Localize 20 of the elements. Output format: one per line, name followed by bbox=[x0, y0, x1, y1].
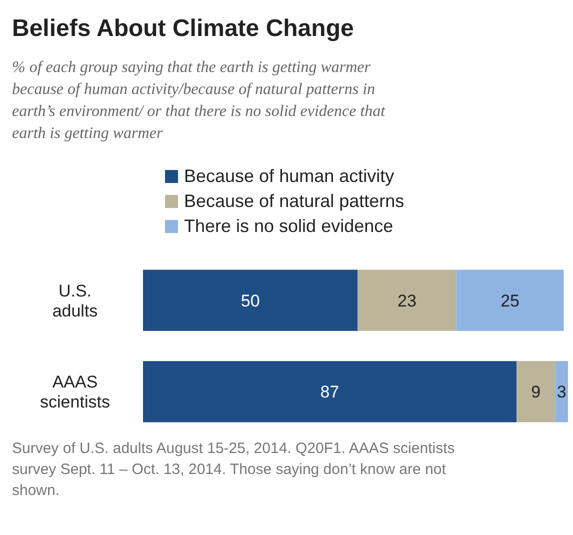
chart-title: Beliefs About Climate Change bbox=[12, 15, 354, 42]
y-tick-label: U.S. adults bbox=[52, 281, 98, 320]
y-tick-label: AAAS scientists bbox=[40, 372, 110, 412]
text: Survey of U.S. adults August 15-25, 2014. Q20F1. AAAS scientists survey Sept. 11 – Oct. 13, 2014. Those saying don’t know are not shown. bbox=[12, 440, 455, 499]
data-label: 50 bbox=[240, 291, 260, 310]
data-label: 87 bbox=[320, 382, 340, 402]
legend-label: Because of human activity bbox=[184, 166, 394, 186]
chart-subtitle: % of each group saying that the earth is getting warmer because of human activity/because of natural patterns in earth’s environment/ or that there is no solid evidence that earth is getting warmer bbox=[12, 59, 386, 142]
legend-label: Because of natural patterns bbox=[184, 191, 404, 211]
bar bbox=[516, 361, 556, 422]
bar bbox=[456, 270, 564, 331]
data-label: 3 bbox=[556, 382, 566, 402]
data-label: 23 bbox=[398, 291, 416, 310]
data-label: 25 bbox=[500, 291, 520, 310]
bar bbox=[555, 361, 568, 422]
bar bbox=[143, 361, 516, 422]
data-label: 9 bbox=[531, 382, 541, 402]
legend-label: There is no solid evidence bbox=[184, 216, 394, 236]
bar bbox=[358, 270, 456, 331]
bar bbox=[143, 270, 358, 331]
